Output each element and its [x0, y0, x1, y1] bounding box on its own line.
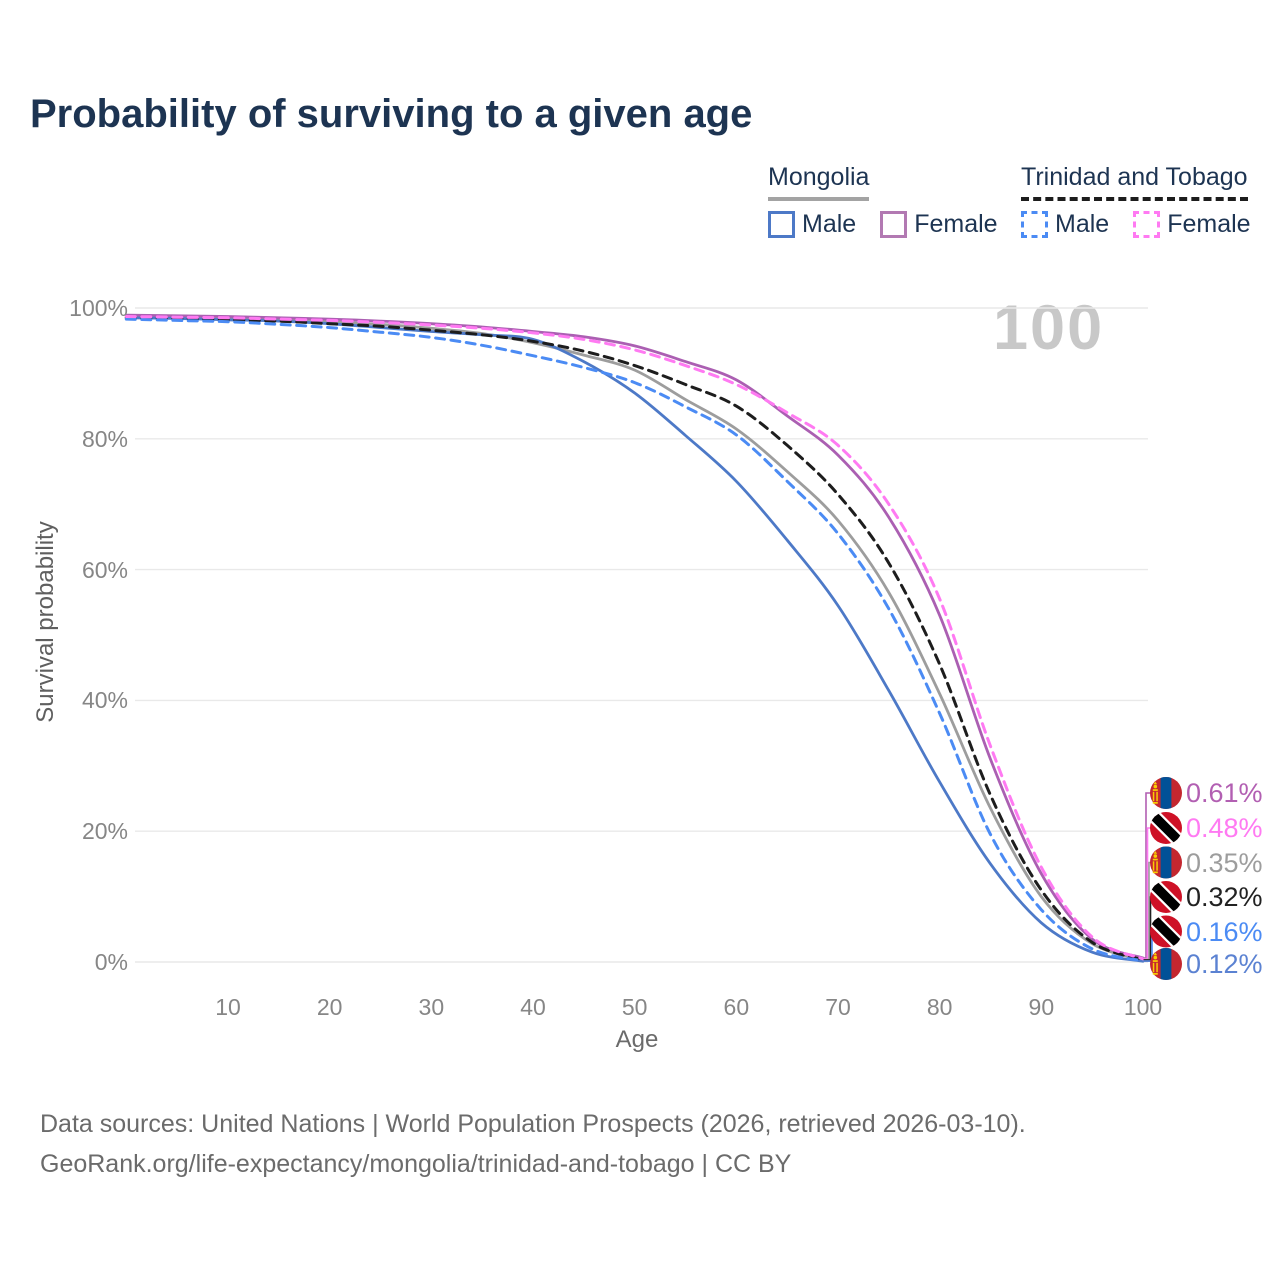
end-value-label-mongolia-male[interactable]: 0.12% — [1186, 949, 1263, 979]
citation-url-text: GeoRank.org/life-expectancy/mongolia/tri… — [40, 1150, 792, 1178]
curve-mongolia-both-sexes[interactable] — [124, 315, 1145, 962]
data-sources-text: Data sources: United Nations | World Pop… — [40, 1110, 1026, 1138]
legend-item-label: Male — [1055, 210, 1110, 238]
legend-country-trinidad-and-tobago[interactable]: Trinidad and Tobago — [1021, 163, 1248, 201]
x-tick-20: 20 — [316, 994, 343, 1020]
chart-title: Probability of surviving to a given age — [30, 92, 753, 136]
y-tick-40: 40% — [81, 687, 128, 714]
y-tick-0: 0% — [94, 949, 128, 975]
legend-item-trinidad-and-tobago-female[interactable]: Female — [1133, 210, 1251, 239]
curve-trinidad-and-tobago-male[interactable] — [124, 317, 1145, 963]
hover-age-watermark: 100 — [993, 293, 1105, 363]
x-tick-40: 40 — [520, 994, 546, 1020]
legend-group-mongolia: Mongolia Male Female — [768, 163, 1022, 239]
female-swatch-icon — [880, 211, 908, 238]
legend-country-mongolia[interactable]: Mongolia — [768, 163, 870, 201]
y-tick-80: 80% — [81, 425, 128, 452]
curve-trinidad-and-tobago-female[interactable] — [124, 315, 1145, 961]
legend-item-mongolia-female[interactable]: Female — [880, 210, 998, 239]
curve-trinidad-and-tobago-both-sexes[interactable] — [124, 316, 1145, 962]
curve-mongolia-female[interactable] — [124, 313, 1145, 960]
end-value-label-mongolia-female[interactable]: 0.61% — [1186, 778, 1263, 808]
female-swatch-icon — [1133, 211, 1161, 238]
legend-item-trinidad-and-tobago-male[interactable]: Male — [1021, 210, 1109, 239]
trinidad-and-tobago-flag-icon — [1150, 812, 1182, 844]
end-value-label-trinidad-and-tobago-both-sexes[interactable]: 0.32% — [1186, 882, 1263, 912]
y-tick-100: 100% — [69, 295, 128, 321]
legend-item-label: Female — [1167, 210, 1251, 238]
trinidad-and-tobago-flag-icon — [1150, 881, 1182, 913]
mongolia-flag-icon — [1150, 846, 1182, 879]
mongolia-flag-icon — [1150, 948, 1182, 980]
male-swatch-icon — [768, 211, 795, 238]
end-value-label-trinidad-and-tobago-female[interactable]: 0.48% — [1186, 813, 1263, 843]
legend-item-mongolia-male[interactable]: Male — [768, 210, 856, 239]
mongolia-flag-icon — [1150, 777, 1182, 809]
trinidad-and-tobago-flag-icon — [1150, 915, 1182, 948]
x-tick-90: 90 — [1028, 994, 1055, 1020]
x-tick-80: 80 — [926, 994, 953, 1020]
x-tick-10: 10 — [215, 994, 241, 1020]
x-tick-30: 30 — [418, 994, 445, 1020]
male-swatch-icon — [1021, 211, 1048, 238]
end-value-label-mongolia-both-sexes[interactable]: 0.35% — [1186, 847, 1263, 878]
curve-mongolia-male[interactable] — [124, 316, 1145, 963]
y-tick-20: 20% — [81, 818, 128, 845]
x-axis-title: Age — [615, 1026, 659, 1053]
x-tick-70: 70 — [825, 994, 851, 1020]
legend-item-label: Male — [802, 210, 857, 238]
x-tick-60: 60 — [723, 994, 750, 1020]
y-tick-60: 60% — [81, 556, 128, 583]
legend-group-trinidad-and-tobago: Trinidad and Tobago Male Female — [1021, 163, 1275, 239]
legend-item-label: Female — [914, 210, 998, 238]
end-value-label-trinidad-and-tobago-male[interactable]: 0.16% — [1186, 916, 1263, 947]
x-tick-50: 50 — [621, 994, 648, 1020]
x-tick-100: 100 — [1123, 994, 1163, 1020]
